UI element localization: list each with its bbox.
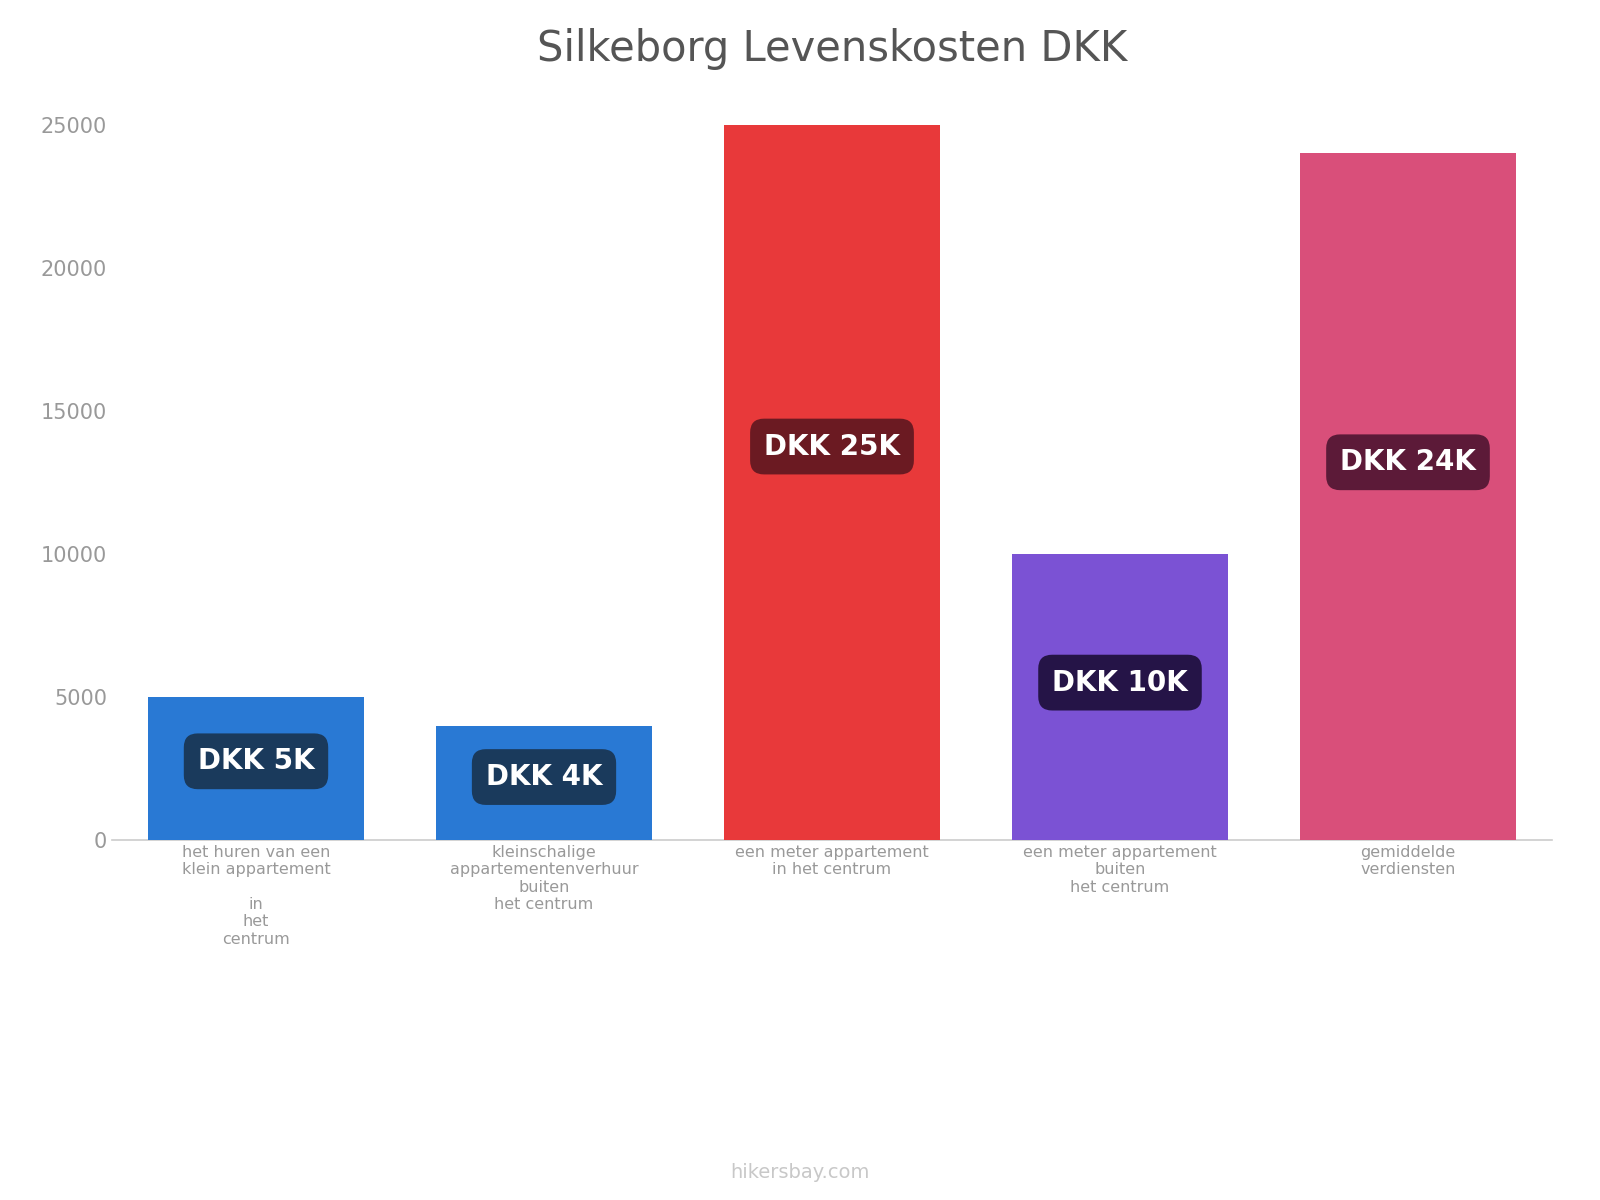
Text: DKK 25K: DKK 25K — [765, 432, 899, 461]
Bar — [147, 697, 365, 840]
Text: DKK 5K: DKK 5K — [198, 748, 314, 775]
Title: Silkeborg Levenskosten DKK: Silkeborg Levenskosten DKK — [538, 29, 1126, 71]
Text: DKK 10K: DKK 10K — [1053, 668, 1187, 697]
Bar — [435, 726, 653, 840]
Bar — [1299, 154, 1517, 840]
Bar — [723, 125, 941, 840]
Bar — [1013, 554, 1229, 840]
Text: hikersbay.com: hikersbay.com — [730, 1163, 870, 1182]
Text: DKK 24K: DKK 24K — [1341, 449, 1475, 476]
Text: DKK 4K: DKK 4K — [486, 763, 602, 791]
